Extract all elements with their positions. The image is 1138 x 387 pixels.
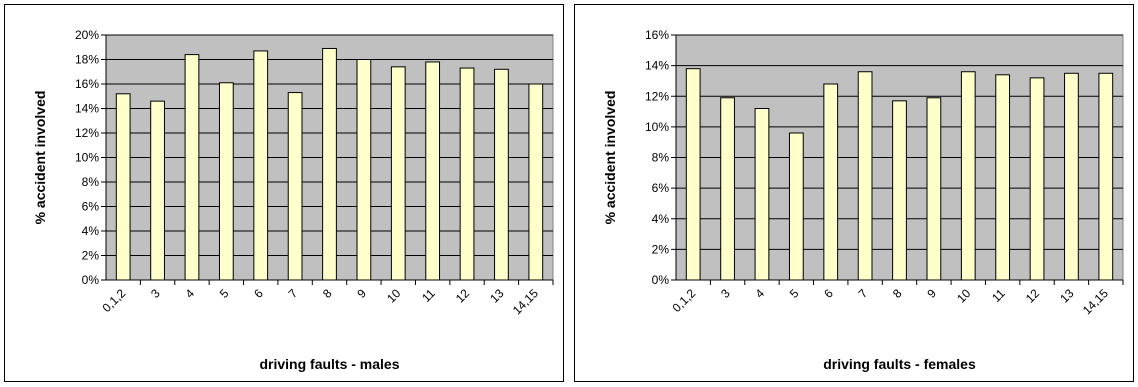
y-tick-label: 12%: [645, 89, 669, 103]
chart-males: 0% 2% 4% 6% 8% 10% 12% 14% 16% 18% 20% 0,1,2 3 4 5 6 7 8 9…: [32, 28, 554, 372]
y-tick-label: 14%: [75, 102, 99, 116]
bar: [494, 68, 509, 281]
bar: [1098, 72, 1114, 281]
x-tick-label: 0,1,2: [100, 286, 129, 315]
y-tick-label: 4%: [82, 224, 100, 238]
bar: [857, 71, 873, 281]
x-tick-label: 3: [718, 286, 733, 301]
x-tick-label: 14,15: [1080, 286, 1111, 317]
chart-females-panel: 0% 2% 4% 6% 8% 10% 12% 14% 16% 0,1,2 3 4 5 6 7 8 9 10 11 12…: [574, 4, 1134, 382]
y-tick-label: 18%: [75, 53, 99, 67]
bar: [754, 108, 770, 281]
x-tick-label: 10: [384, 286, 404, 306]
y-tick-label: 16%: [75, 77, 99, 91]
bar: [253, 50, 269, 281]
y-tick-label: 14%: [645, 59, 669, 73]
bar: [390, 66, 406, 281]
x-tick-label: 4: [752, 286, 767, 301]
chart-males-panel: 0% 2% 4% 6% 8% 10% 12% 14% 16% 18% 20% 0,1,2 3 4 5 6 7 8 9…: [4, 4, 564, 382]
x-tick-label: 8: [890, 286, 905, 301]
y-tick-label: 6%: [652, 181, 670, 195]
x-tick-label: 4: [182, 286, 197, 301]
bar: [528, 83, 544, 281]
bar: [1064, 72, 1079, 281]
x-tick-label: 14,15: [510, 286, 541, 317]
bar: [459, 67, 475, 281]
y-tick-label: 2%: [652, 242, 670, 256]
x-tick-label: 0,1,2: [670, 286, 699, 315]
x-tick-label: 7: [286, 286, 301, 301]
x-tick-label: 5: [217, 286, 232, 301]
x-tick-label: 11: [989, 286, 1008, 305]
x-tick-label: 10: [954, 286, 974, 306]
bar: [926, 97, 942, 281]
bar: [287, 92, 303, 281]
y-tick-label: 0%: [652, 273, 670, 287]
x-tick-label: 3: [148, 286, 163, 301]
y-tick-label: 0%: [82, 273, 100, 287]
x-tick-label: 9: [924, 286, 939, 301]
y-tick-label: 2%: [82, 249, 100, 263]
y-tick-label: 6%: [82, 200, 100, 214]
x-axis-title: driving faults - females: [823, 356, 976, 372]
bar: [685, 68, 701, 281]
bar: [892, 100, 907, 281]
y-tick-label: 12%: [75, 126, 99, 140]
y-tick-label: 4%: [652, 212, 670, 226]
y-tick-label: 8%: [652, 151, 670, 165]
bar: [788, 132, 804, 281]
bar: [115, 93, 131, 281]
x-tick-label: 8: [320, 286, 335, 301]
chart-females: 0% 2% 4% 6% 8% 10% 12% 14% 16% 0,1,2 3 4 5 6 7 8 9 10 11 12…: [602, 28, 1124, 372]
x-tick-label: 12: [453, 286, 473, 306]
x-tick-label: 13: [487, 286, 507, 306]
bar: [995, 74, 1011, 281]
x-tick-label: 6: [251, 286, 266, 301]
x-tick-label: 7: [856, 286, 871, 301]
bar: [184, 54, 200, 281]
bar: [322, 47, 337, 281]
bar: [720, 97, 735, 281]
x-tick-label: 6: [821, 286, 836, 301]
y-axis-title: % accident involved: [32, 91, 48, 225]
x-tick-label: 13: [1057, 286, 1077, 306]
bar: [960, 71, 976, 281]
y-tick-label: 10%: [645, 120, 669, 134]
y-tick-label: 8%: [82, 175, 100, 189]
bar: [150, 100, 165, 281]
bar: [356, 59, 372, 281]
bar: [425, 61, 441, 281]
x-tick-label: 9: [354, 286, 369, 301]
x-tick-label: 5: [787, 286, 802, 301]
y-axis-title: % accident involved: [602, 91, 618, 225]
y-tick-label: 20%: [75, 28, 99, 42]
x-axis-title: driving faults - males: [259, 356, 399, 372]
y-tick-label: 10%: [75, 151, 99, 165]
bar: [218, 82, 234, 281]
x-tick-label: 12: [1023, 286, 1043, 306]
y-tick-label: 16%: [645, 28, 669, 42]
x-tick-label: 11: [419, 286, 438, 305]
bar: [823, 83, 839, 281]
bar: [1029, 77, 1045, 281]
